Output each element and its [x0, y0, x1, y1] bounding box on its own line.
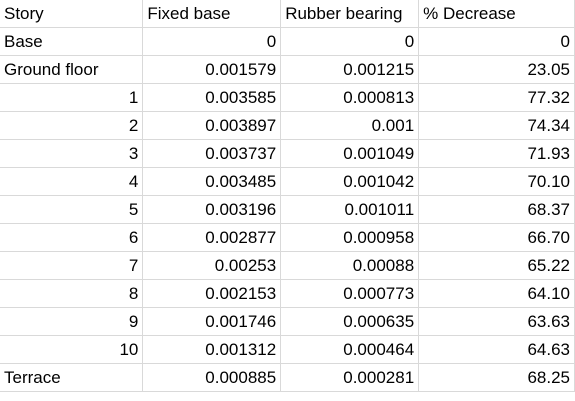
percent-decrease-cell[interactable]: 77.32: [418, 83, 575, 112]
rubber-bearing-cell[interactable]: 0.000773: [280, 279, 420, 308]
fixed-base-cell[interactable]: 0.001746: [142, 307, 282, 336]
rubber-bearing-cell[interactable]: 0.001: [280, 111, 420, 140]
header-cell-fixed-base[interactable]: Fixed base: [142, 0, 282, 28]
percent-decrease-cell[interactable]: 68.37: [418, 195, 575, 224]
percent-decrease-cell[interactable]: 66.70: [418, 223, 575, 252]
rubber-bearing-cell[interactable]: 0.00088: [280, 251, 420, 280]
rubber-bearing-cell[interactable]: 0.001215: [280, 55, 420, 84]
table-row: 4 0.003485 0.001042 70.10: [0, 167, 575, 196]
table-row: 8 0.002153 0.000773 64.10: [0, 279, 575, 308]
story-cell[interactable]: Ground floor: [0, 55, 144, 84]
table-row: 7 0.00253 0.00088 65.22: [0, 251, 575, 280]
rubber-bearing-cell[interactable]: 0: [280, 27, 420, 56]
header-row: Story Fixed base Rubber bearing % Decrea…: [0, 0, 575, 28]
rubber-bearing-cell[interactable]: 0.000813: [280, 83, 420, 112]
story-cell[interactable]: 8: [0, 279, 144, 308]
table-row: Terrace 0.000885 0.000281 68.25: [0, 363, 575, 392]
story-cell[interactable]: 7: [0, 251, 144, 280]
fixed-base-cell[interactable]: 0: [142, 27, 282, 56]
table-row: Ground floor 0.001579 0.001215 23.05: [0, 55, 575, 84]
fixed-base-cell[interactable]: 0.001312: [142, 335, 282, 364]
percent-decrease-cell[interactable]: 68.25: [418, 363, 575, 392]
percent-decrease-cell[interactable]: 74.34: [418, 111, 575, 140]
rubber-bearing-cell[interactable]: 0.001042: [280, 167, 420, 196]
fixed-base-cell[interactable]: 0.003196: [142, 195, 282, 224]
table-row: 3 0.003737 0.001049 71.93: [0, 139, 575, 168]
fixed-base-cell[interactable]: 0.000885: [142, 363, 282, 392]
table-row: 1 0.003585 0.000813 77.32: [0, 83, 575, 112]
table-row: 5 0.003196 0.001011 68.37: [0, 195, 575, 224]
table-row: 10 0.001312 0.000464 64.63: [0, 335, 575, 364]
story-cell[interactable]: 5: [0, 195, 144, 224]
table-row: 6 0.002877 0.000958 66.70: [0, 223, 575, 252]
percent-decrease-cell[interactable]: 0: [418, 27, 575, 56]
story-cell[interactable]: 10: [0, 335, 144, 364]
fixed-base-cell[interactable]: 0.003737: [142, 139, 282, 168]
percent-decrease-cell[interactable]: 64.10: [418, 279, 575, 308]
table-row: 9 0.001746 0.000635 63.63: [0, 307, 575, 336]
fixed-base-cell[interactable]: 0.002153: [142, 279, 282, 308]
rubber-bearing-cell[interactable]: 0.001011: [280, 195, 420, 224]
story-cell[interactable]: 2: [0, 111, 144, 140]
percent-decrease-cell[interactable]: 63.63: [418, 307, 575, 336]
table-row: Base 0 0 0: [0, 27, 575, 56]
rubber-bearing-cell[interactable]: 0.000635: [280, 307, 420, 336]
percent-decrease-cell[interactable]: 23.05: [418, 55, 575, 84]
story-cell[interactable]: 4: [0, 167, 144, 196]
percent-decrease-cell[interactable]: 71.93: [418, 139, 575, 168]
rubber-bearing-cell[interactable]: 0.000958: [280, 223, 420, 252]
percent-decrease-cell[interactable]: 70.10: [418, 167, 575, 196]
header-cell-rubber-bearing[interactable]: Rubber bearing: [280, 0, 420, 28]
story-cell[interactable]: Base: [0, 27, 144, 56]
story-cell[interactable]: 6: [0, 223, 144, 252]
story-cell[interactable]: Terrace: [0, 363, 144, 392]
story-cell[interactable]: 9: [0, 307, 144, 336]
fixed-base-cell[interactable]: 0.001579: [142, 55, 282, 84]
fixed-base-cell[interactable]: 0.003485: [142, 167, 282, 196]
fixed-base-cell[interactable]: 0.002877: [142, 223, 282, 252]
data-table: Story Fixed base Rubber bearing % Decrea…: [0, 0, 575, 392]
rubber-bearing-cell[interactable]: 0.001049: [280, 139, 420, 168]
percent-decrease-cell[interactable]: 65.22: [418, 251, 575, 280]
fixed-base-cell[interactable]: 0.00253: [142, 251, 282, 280]
fixed-base-cell[interactable]: 0.003897: [142, 111, 282, 140]
rubber-bearing-cell[interactable]: 0.000281: [280, 363, 420, 392]
rubber-bearing-cell[interactable]: 0.000464: [280, 335, 420, 364]
header-cell-story[interactable]: Story: [0, 0, 144, 28]
story-cell[interactable]: 1: [0, 83, 144, 112]
story-cell[interactable]: 3: [0, 139, 144, 168]
header-cell-percent-decrease[interactable]: % Decrease: [418, 0, 575, 28]
table-row: 2 0.003897 0.001 74.34: [0, 111, 575, 140]
percent-decrease-cell[interactable]: 64.63: [418, 335, 575, 364]
fixed-base-cell[interactable]: 0.003585: [142, 83, 282, 112]
